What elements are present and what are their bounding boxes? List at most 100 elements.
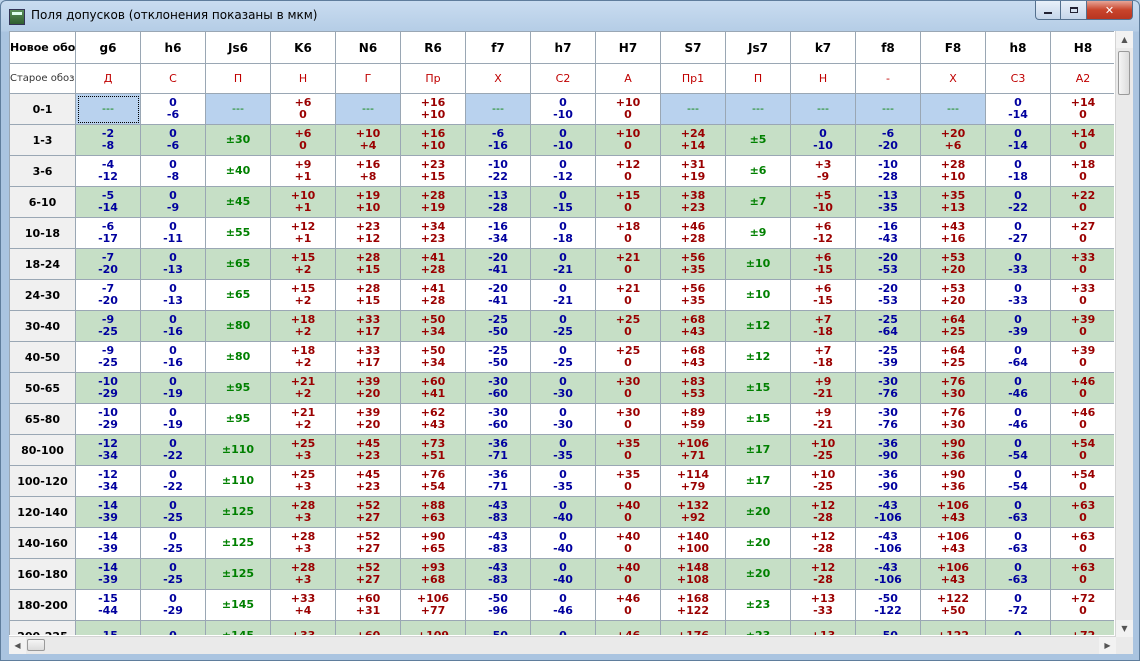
tolerance-cell[interactable]: +60 +41 <box>400 372 466 404</box>
tolerance-cell[interactable]: ±20 <box>725 558 791 590</box>
tolerance-cell[interactable]: 0 -13 <box>140 279 206 311</box>
column-header-code[interactable]: h6 <box>140 31 206 64</box>
tolerance-cell[interactable]: -50 -122 <box>855 589 921 621</box>
tolerance-cell[interactable]: +68 +43 <box>660 341 726 373</box>
tolerance-cell[interactable]: -20 -53 <box>855 279 921 311</box>
tolerance-cell[interactable]: 0 -8 <box>140 155 206 187</box>
tolerance-cell[interactable]: ±23 <box>725 589 791 621</box>
tolerance-cell[interactable]: -36 -71 <box>465 434 531 466</box>
maximize-button[interactable] <box>1061 1 1087 20</box>
tolerance-cell[interactable]: +109 <box>400 620 466 635</box>
tolerance-cell[interactable]: +6 -15 <box>790 279 856 311</box>
tolerance-cell[interactable]: +21 0 <box>595 248 661 280</box>
column-header-code[interactable]: K6 <box>270 31 336 64</box>
tolerance-cell[interactable]: +50 +34 <box>400 310 466 342</box>
tolerance-cell[interactable]: 0 -54 <box>985 465 1051 497</box>
column-header-code[interactable]: R6 <box>400 31 466 64</box>
tolerance-cell[interactable]: +56 +35 <box>660 248 726 280</box>
tolerance-cell[interactable]: 0 -14 <box>985 124 1051 156</box>
tolerance-cell[interactable]: --- <box>335 93 401 125</box>
row-header-size-range[interactable]: 6-10 <box>9 186 76 218</box>
tolerance-cell[interactable]: -16 -43 <box>855 217 921 249</box>
tolerance-cell[interactable]: +13 -33 <box>790 589 856 621</box>
tolerance-cell[interactable]: +40 0 <box>595 527 661 559</box>
tolerance-cell[interactable]: 0 -46 <box>530 589 596 621</box>
tolerance-cell[interactable]: +114 +79 <box>660 465 726 497</box>
tolerance-cell[interactable]: +15 +2 <box>270 279 336 311</box>
tolerance-cell[interactable]: 0 -63 <box>985 527 1051 559</box>
tolerance-cell[interactable]: +46 <box>595 620 661 635</box>
tolerance-cell[interactable]: +106 +43 <box>920 558 986 590</box>
tolerance-cell[interactable]: -14 -39 <box>75 527 141 559</box>
tolerance-cell[interactable]: +46 0 <box>595 589 661 621</box>
tolerance-cell[interactable]: +12 0 <box>595 155 661 187</box>
tolerance-cell[interactable]: 0 -72 <box>985 589 1051 621</box>
row-header-size-range[interactable]: 120-140 <box>9 496 76 528</box>
tolerance-cell[interactable]: -15 <box>75 620 141 635</box>
tolerance-cell[interactable]: -36 -90 <box>855 465 921 497</box>
tolerance-cell[interactable]: +14 0 <box>1050 124 1114 156</box>
minimize-button[interactable] <box>1035 1 1061 20</box>
tolerance-cell[interactable]: -10 -29 <box>75 403 141 435</box>
tolerance-cell[interactable]: --- <box>465 93 531 125</box>
tolerance-cell[interactable]: +9 +1 <box>270 155 336 187</box>
tolerance-cell[interactable]: +50 +34 <box>400 341 466 373</box>
tolerance-cell[interactable]: +20 +6 <box>920 124 986 156</box>
tolerance-cell[interactable]: +9 -21 <box>790 372 856 404</box>
tolerance-cell[interactable]: 0 -33 <box>985 279 1051 311</box>
tolerance-cell[interactable]: 0 -18 <box>985 155 1051 187</box>
tolerance-cell[interactable]: 0 -46 <box>985 372 1051 404</box>
tolerance-cell[interactable]: -9 -25 <box>75 310 141 342</box>
tolerance-cell[interactable]: +106 +43 <box>920 496 986 528</box>
tolerance-cell[interactable]: ±17 <box>725 465 791 497</box>
tolerance-cell[interactable]: +12 -28 <box>790 496 856 528</box>
scroll-up-button[interactable]: ▲ <box>1116 31 1133 48</box>
tolerance-cell[interactable]: 0 -19 <box>140 372 206 404</box>
tolerance-cell[interactable]: 0 -39 <box>985 310 1051 342</box>
tolerance-cell[interactable]: -6 -17 <box>75 217 141 249</box>
tolerance-cell[interactable]: 0 -33 <box>985 248 1051 280</box>
tolerance-cell[interactable]: ±125 <box>205 558 271 590</box>
row-header-size-range[interactable]: 140-160 <box>9 527 76 559</box>
tolerance-cell[interactable]: -25 -64 <box>855 310 921 342</box>
tolerance-cell[interactable]: 0 -11 <box>140 217 206 249</box>
tolerance-cell[interactable]: +53 +20 <box>920 248 986 280</box>
tolerance-cell[interactable]: +30 0 <box>595 403 661 435</box>
tolerance-cell[interactable]: +16 +8 <box>335 155 401 187</box>
row-header-size-range[interactable]: 80-100 <box>9 434 76 466</box>
tolerance-cell[interactable]: +25 0 <box>595 341 661 373</box>
tolerance-cell[interactable]: +14 0 <box>1050 93 1114 125</box>
tolerance-cell[interactable]: 0 -21 <box>530 248 596 280</box>
column-header-code[interactable]: S7 <box>660 31 726 64</box>
tolerance-cell[interactable]: +21 +2 <box>270 372 336 404</box>
tolerance-cell[interactable]: -12 -34 <box>75 465 141 497</box>
tolerance-cell[interactable]: -30 -60 <box>465 372 531 404</box>
tolerance-cell[interactable]: +6 -15 <box>790 248 856 280</box>
tolerance-cell[interactable]: 0 -22 <box>140 465 206 497</box>
column-header-code[interactable]: f8 <box>855 31 921 64</box>
tolerance-cell[interactable]: ±40 <box>205 155 271 187</box>
tolerance-cell[interactable]: 0 -25 <box>530 341 596 373</box>
tolerance-cell[interactable]: +5 -10 <box>790 186 856 218</box>
tolerance-cell[interactable]: +16 +10 <box>400 124 466 156</box>
tolerance-cell[interactable]: +34 +23 <box>400 217 466 249</box>
tolerance-cell[interactable]: +41 +28 <box>400 248 466 280</box>
tolerance-cell[interactable]: 0 -22 <box>985 186 1051 218</box>
tolerance-cell[interactable]: 0 -6 <box>140 93 206 125</box>
tolerance-cell[interactable]: ±17 <box>725 434 791 466</box>
row-header-size-range[interactable]: 18-24 <box>9 248 76 280</box>
tolerance-cell[interactable]: +15 +2 <box>270 248 336 280</box>
tolerance-cell[interactable]: +52 +27 <box>335 527 401 559</box>
column-header-code[interactable]: f7 <box>465 31 531 64</box>
tolerance-cell[interactable]: +28 +10 <box>920 155 986 187</box>
tolerance-cell[interactable]: --- <box>205 93 271 125</box>
tolerance-cell[interactable]: +35 +13 <box>920 186 986 218</box>
tolerance-cell[interactable]: -43 -106 <box>855 558 921 590</box>
tolerance-cell[interactable]: --- <box>920 93 986 125</box>
tolerance-cell[interactable]: 0 -30 <box>530 403 596 435</box>
tolerance-cell[interactable]: +72 0 <box>1050 589 1114 621</box>
tolerance-cell[interactable]: +28 +3 <box>270 527 336 559</box>
tolerance-cell[interactable]: -36 -90 <box>855 434 921 466</box>
tolerance-cell[interactable]: +21 0 <box>595 279 661 311</box>
